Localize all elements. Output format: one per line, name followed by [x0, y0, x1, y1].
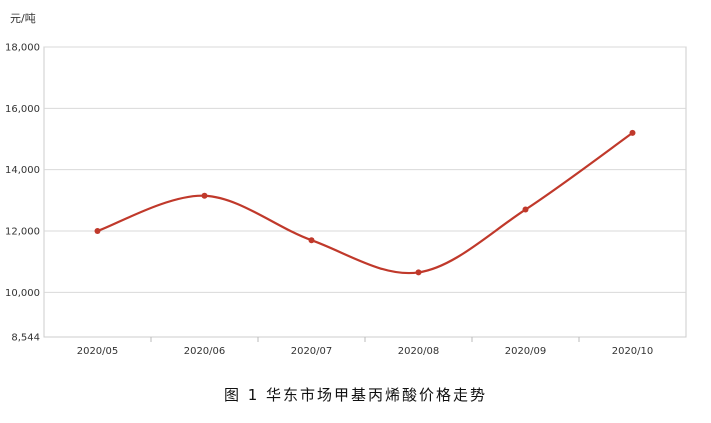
plot-area: [43, 46, 687, 338]
x-tick-label: 2020/09: [505, 346, 547, 357]
x-tick-label: 2020/06: [184, 346, 226, 357]
y-tick-label: 18,000: [5, 43, 40, 54]
x-tick-label: 2020/08: [398, 346, 440, 357]
line-chart: 8,544 10,000 12,000 14,000 16,000 18,000 2020…: [5, 43, 687, 357]
data-point: [629, 129, 636, 136]
data-points: [94, 129, 636, 276]
data-point: [94, 228, 101, 235]
y-tick-label: 16,000: [5, 104, 40, 115]
figure-caption: 图 1 华东市场甲基丙烯酸价格走势: [223, 386, 488, 404]
y-axis-ticks: 8,544 10,000 12,000 14,000 16,000 18,000: [5, 43, 40, 344]
data-point: [522, 206, 529, 213]
price-series-line: [97, 131, 634, 275]
y-tick-label: 12,000: [5, 227, 40, 238]
x-tick-label: 2020/05: [77, 346, 119, 357]
data-point: [201, 192, 208, 199]
x-tick-label: 2020/07: [291, 346, 333, 357]
y-tick-label: 10,000: [5, 288, 40, 299]
x-category-separators: [150, 337, 580, 342]
x-axis-ticks: 2020/05 2020/06 2020/07 2020/08 2020/09 2020/…: [77, 346, 654, 357]
data-point: [415, 269, 422, 276]
y-tick-label: 14,000: [5, 165, 40, 176]
y-tick-label: 8,544: [11, 333, 40, 344]
x-tick-label: 2020/10: [612, 346, 654, 357]
data-point: [308, 237, 315, 244]
y-axis-unit-label: 元/吨: [10, 12, 36, 25]
gridlines: [44, 46, 686, 293]
